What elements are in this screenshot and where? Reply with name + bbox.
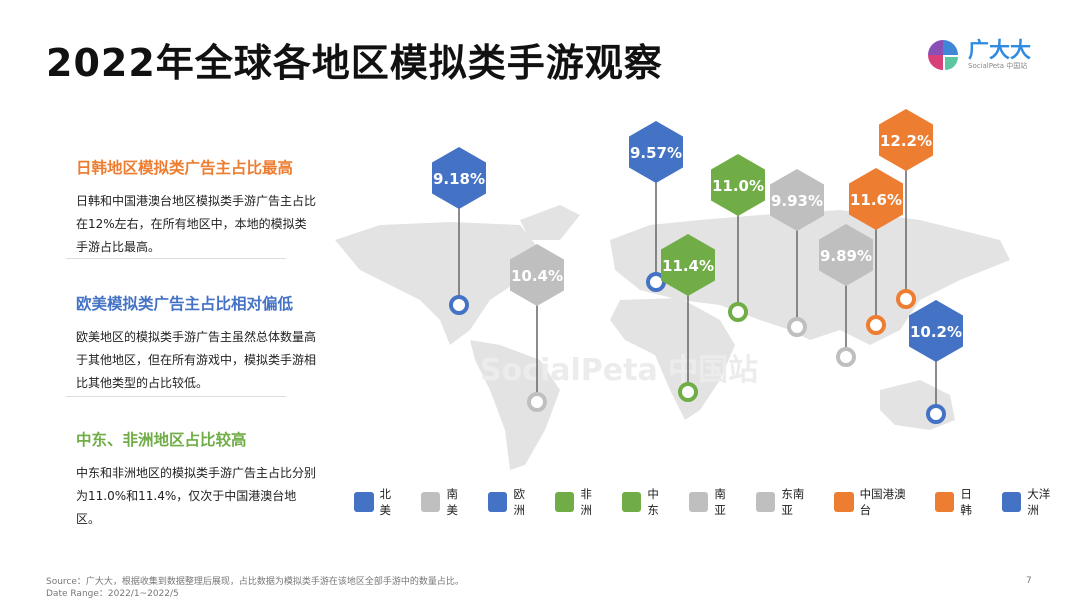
value-label: 11.0% [712,177,764,195]
insight-heading: 中东、非洲地区占比较高 [76,431,247,449]
legend-item: 日韩 [934,486,983,518]
legend-item: 中东 [621,486,670,518]
location-ring [787,317,807,337]
insight-body: 欧美地区的模拟类手游广告主虽然总体数量高于其他地区，但在所有游戏中，模拟类手游相… [76,330,317,390]
region-marker: 9.18% [432,147,486,315]
date-range: Date Range：2022/1~2022/5 [46,589,179,599]
legend-swatch [420,492,441,512]
divider [66,258,286,259]
location-ring [926,404,946,424]
location-ring [866,315,886,335]
value-hexagon [711,154,765,216]
legend-label: 日韩 [960,487,972,517]
value-hexagon [909,300,963,362]
logo-subtitle: SocialPeta 中国站 [968,62,1028,70]
legend-label: 北美 [379,487,392,517]
value-hexagon [770,169,824,231]
watermark: SocialPeta 中国站 [480,353,758,388]
legend-item: 中国港澳台 [834,486,916,518]
value-label: 9.93% [771,192,823,210]
legend-swatch [554,492,575,512]
value-label: 11.6% [850,191,902,209]
value-hexagon [510,244,564,306]
region-marker: 11.4% [661,234,715,402]
legend-label: 中东 [647,487,659,517]
insight-europe-america: 欧美模拟类广告主占比相对偏低 欧美地区的模拟类手游广告主虽然总体数量高于其他地区… [76,292,316,395]
insight-heading: 欧美模拟类广告主占比相对偏低 [76,295,294,313]
divider [66,396,286,397]
insight-japan-korea: 日韩地区模拟类广告主占比最高 日韩和中国港澳台地区模拟类手游广告主占比在12%左… [76,156,316,259]
logo-icon [928,40,958,70]
legend-swatch [834,492,854,512]
legend-label: 非洲 [580,487,592,517]
legend-label: 东南亚 [781,487,805,517]
continents [335,205,1010,470]
page-number: 7 [1026,576,1032,586]
value-hexagon [849,168,903,230]
region-marker: 12.2% [879,109,933,309]
value-label: 10.4% [511,267,563,285]
source-text: Source：广大大，根据收集到数据整理后展现，占比数据为模拟类手游在该地区全部… [46,577,464,587]
source-note: Source：广大大，根据收集到数据整理后展现，占比数据为模拟类手游在该地区全部… [46,576,464,600]
region-marker: 10.4% [510,244,564,412]
value-hexagon [661,234,715,296]
region-marker: 9.89% [819,224,873,367]
region-marker: 10.2% [909,300,963,424]
value-hexagon [819,224,873,286]
value-hexagon [879,109,933,171]
legend-swatch [621,492,642,512]
legend-swatch [487,492,508,512]
region-marker: 11.0% [711,154,765,322]
legend-item: 非洲 [554,486,603,518]
legend-label: 大洋洲 [1027,487,1051,517]
location-ring [449,295,469,315]
location-ring [728,302,748,322]
location-ring [527,392,547,412]
value-label: 9.18% [433,170,485,188]
region-marker: 9.57% [629,121,683,292]
value-hexagon [432,147,486,209]
location-ring [896,289,916,309]
logo-name: 广大大 [968,38,1031,62]
insight-middle-east-africa: 中东、非洲地区占比较高 中东和非洲地区的模拟类手游广告主占比分别为11.0%和1… [76,428,316,531]
legend-swatch [934,492,955,512]
legend-swatch [354,492,374,512]
legend: 北美 南美 欧洲 非洲 中东 南亚 东南亚 中国港澳台 日韩 大洋洲 [354,486,1080,518]
value-label: 9.89% [820,247,872,265]
legend-item: 南美 [420,486,469,518]
legend-item: 欧洲 [487,486,536,518]
legend-swatch [688,492,709,512]
logo: 广大大 SocialPeta 中国站 [926,38,1031,72]
value-label: 10.2% [910,323,962,341]
value-label: 9.57% [630,144,682,162]
page-title: 2022年全球各地区模拟类手游观察 [46,41,663,85]
region-marker: 11.6% [849,168,903,335]
location-ring [836,347,856,367]
value-label: 11.4% [662,257,714,275]
legend-label: 欧洲 [513,487,525,517]
region-marker: 9.93% [770,169,824,337]
insight-heading: 日韩地区模拟类广告主占比最高 [76,159,294,177]
value-hexagon [629,121,683,183]
legend-item: 大洋洲 [1001,486,1061,518]
legend-label: 南美 [446,487,458,517]
legend-swatch [755,492,776,512]
legend-label: 中国港澳台 [859,487,906,517]
legend-swatch [1001,492,1022,512]
legend-item: 北美 [354,486,402,518]
location-ring [678,382,698,402]
insight-body: 中东和非洲地区的模拟类手游广告主占比分别为11.0%和11.4%，仅次于中国港澳… [76,466,317,526]
value-label: 12.2% [880,132,932,150]
insight-body: 日韩和中国港澳台地区模拟类手游广告主占比在12%左右，在所有地区中，本地的模拟类… [76,194,317,254]
legend-item: 东南亚 [755,486,815,518]
legend-item: 南亚 [688,486,737,518]
legend-label: 南亚 [714,487,726,517]
